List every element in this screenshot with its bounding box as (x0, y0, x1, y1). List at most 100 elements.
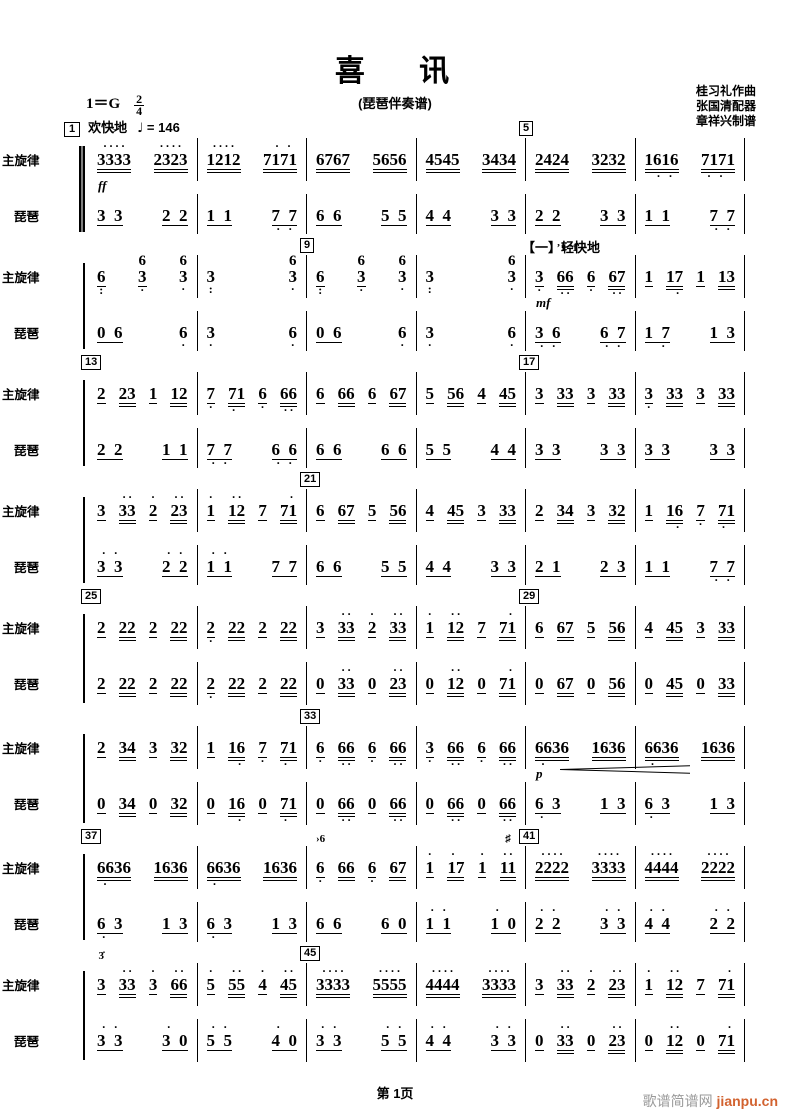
note-digits: 3 (644, 384, 653, 404)
note-digits: 2 2 (535, 914, 561, 934)
note-group: 56 (447, 372, 465, 415)
note-digits: 22 (170, 674, 188, 697)
note-digits: 3 (179, 267, 188, 286)
note-digits: 2 2 (97, 440, 123, 460)
measure: 3:6 3 · (198, 254, 307, 298)
octave-dots-above: · · · · (487, 964, 510, 978)
note-group: · 1 (477, 846, 487, 886)
part-label: 琵琶 (14, 444, 40, 458)
note-digits: 6 6 (316, 206, 342, 226)
octave-dots-below: · (283, 757, 288, 771)
octave-dots-below: · (290, 282, 295, 296)
measure: 【一】轻快地 mf 3 · ’1 ’1 66 · · 6 · 67 · · (522, 240, 636, 310)
note-digits: 16 (228, 794, 246, 817)
octave-dots-above: · (166, 1020, 171, 1034)
octave-dots-above: · · · · (102, 139, 125, 153)
note-group: 6 3 · (138, 254, 147, 296)
octave-dots-above: · · (539, 903, 556, 917)
note-group: 7 (258, 489, 267, 529)
measure-number: 13 (81, 355, 102, 370)
note-group: 2 (97, 372, 106, 412)
note-group: 3 3 (600, 428, 626, 468)
note-digits: 56 (447, 384, 465, 407)
note-digits: 67 (556, 674, 574, 697)
measure-number: 29 (519, 589, 540, 604)
measure: 0 · · 12 0 · 71 (417, 662, 526, 705)
note-group: 1 (644, 255, 653, 295)
note-digits: 34 (118, 738, 136, 761)
note-group: · 4 (258, 963, 267, 1003)
note-digits: 71 (279, 501, 297, 524)
note-digits: 0 (148, 794, 158, 814)
note-group: · · 3 3 (600, 902, 626, 942)
note-group: 66 · · (337, 782, 355, 826)
watermark-link[interactable]: jianpu.cn (716, 1093, 778, 1109)
note-group: 6 · (367, 846, 377, 887)
note-group: · · 66 (170, 963, 188, 1006)
note-group: · · · · 2222 (535, 846, 569, 889)
measure: 0 · · 12 0 · 71 (636, 1019, 745, 1062)
note-group: 22 (170, 606, 188, 649)
note-group: · · 33 (118, 963, 136, 1006)
measure-number: 45 (300, 946, 321, 961)
note-digits: 66 (279, 384, 297, 407)
measure: 0 45 0 33 (636, 662, 745, 705)
octave-dots-below: · · (714, 573, 731, 587)
note-digits: 7 (477, 618, 486, 638)
note-group: 7 (696, 963, 705, 1003)
note-group: · · · · 5555 (372, 963, 407, 1006)
octave-dots-below: · (427, 754, 432, 768)
octave-dots-below: · (539, 810, 544, 824)
note-group: 5 (586, 606, 596, 646)
octave-dots-below: · · (450, 757, 461, 771)
note-digits: 7 7 (271, 557, 297, 577)
note-group: · · 33 (337, 606, 355, 649)
note-digits: 12 (447, 618, 465, 641)
octave-dots-above: · · (649, 903, 666, 917)
note-group: 71 · (279, 726, 297, 771)
note-group: 3 3 (490, 194, 516, 234)
octave-dots-below: · (181, 282, 186, 296)
note-group: 16 · (666, 489, 684, 533)
note-group: 4 (425, 489, 434, 529)
note-group: 67 (389, 846, 407, 889)
note-digits: 6 (398, 323, 407, 342)
note-group: 6 (535, 606, 544, 646)
measure: 3 · · 33 · 2 · · 23 (526, 963, 636, 1006)
note-digits: 4 (477, 384, 486, 404)
note-digits: 3 3 (600, 206, 626, 226)
note-digits: 3434 (482, 150, 516, 173)
note-group: 4 (644, 606, 653, 646)
note-digits: 2 (258, 618, 267, 638)
note-group: · · 33 (556, 963, 574, 1006)
note-group: 6 6 · · (271, 428, 297, 469)
note-group: 66 · · (389, 782, 407, 826)
measure: 1 7 · 1 3 (636, 311, 745, 352)
note-digits: 0 (586, 1031, 596, 1051)
note-group: 22 (228, 662, 246, 705)
note-digits: 4 (258, 975, 267, 995)
note-digits: 4 (644, 618, 653, 638)
octave-dots-below: · (231, 403, 236, 417)
note-digits: 23 (389, 674, 407, 697)
octave-dots-below: · (589, 283, 594, 297)
measure: · · 1 1 7 7 (198, 545, 307, 585)
grace-ornament: 3̇ (98, 950, 105, 962)
note-group: 0 (535, 1019, 544, 1059)
note-digits: 1636 (153, 858, 188, 881)
note-group: 0 (696, 662, 705, 702)
note-group: 56 (389, 489, 407, 532)
note-group: 2 · (206, 606, 215, 647)
note-group: 13 (717, 255, 735, 298)
note-digits: 7 (696, 501, 705, 521)
note-digits: 1636 (263, 858, 297, 881)
note-digits: 2 (97, 384, 106, 404)
octave-dots-above: · (151, 964, 156, 978)
note-group: 2 2 (535, 194, 561, 234)
note-digits: 6 (367, 384, 377, 404)
note-group: 33 (608, 372, 626, 415)
note-group: 0 (644, 1019, 653, 1059)
key-signature: 1＝G 2 4 (86, 92, 145, 117)
note-digits: 4444 (425, 975, 460, 998)
measure: 3 · 6 · (417, 311, 526, 351)
